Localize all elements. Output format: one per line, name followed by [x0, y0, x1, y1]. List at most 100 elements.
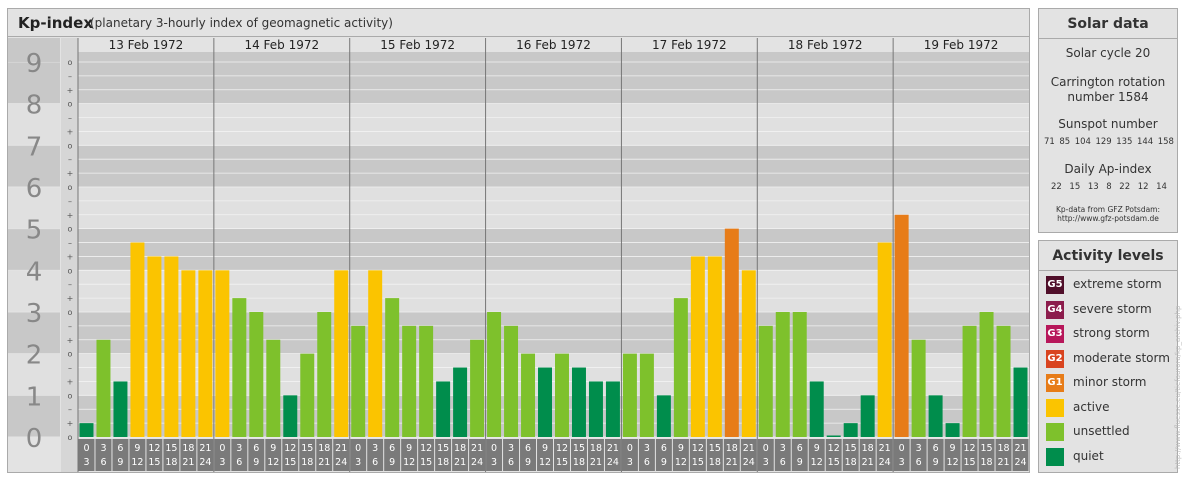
interval-start-label: 21 — [743, 443, 755, 454]
interval-end-label: 21 — [182, 457, 194, 468]
level-item: G1 minor storm — [1046, 373, 1176, 393]
kp-bar — [402, 325, 417, 437]
interval-box — [384, 439, 401, 471]
sunspot-value: 144 — [1136, 137, 1154, 147]
sunspot-values: 71 85 104 129 135 144 158 — [1044, 137, 1174, 147]
kp-bar — [266, 339, 281, 437]
kp-bar — [351, 325, 366, 437]
interval-box — [95, 439, 112, 471]
interval-box — [197, 439, 214, 471]
kp-bar — [690, 256, 705, 437]
y-major-label: 2 — [26, 341, 43, 371]
level-swatch — [1046, 447, 1064, 466]
interval-box — [876, 439, 893, 471]
interval-end-label: 21 — [726, 457, 738, 468]
interval-end-label: 24 — [1014, 457, 1026, 468]
y-band-top — [8, 38, 60, 62]
interval-end-label: 15 — [692, 457, 704, 468]
interval-end-label: 21 — [454, 457, 466, 468]
level-swatch: G4 — [1046, 300, 1064, 319]
source-link[interactable]: http://www.gfz-potsdam.de — [1057, 214, 1159, 223]
kp-bar — [215, 270, 230, 437]
interval-box — [672, 439, 689, 471]
chart-subtitle: (planetary 3-hourly index of geomagnetic… — [90, 16, 393, 30]
band-kp-5 — [78, 186, 1029, 229]
interval-start-label: 0 — [355, 443, 361, 454]
interval-start-label: 18 — [590, 443, 602, 454]
interval-box — [604, 439, 621, 471]
sunspot-value: 129 — [1095, 137, 1112, 147]
sunspot-value: 71 — [1044, 137, 1055, 147]
y-minor-label: o — [68, 225, 73, 234]
band-kp-8 — [78, 61, 1029, 104]
interval-end-label: 15 — [420, 457, 432, 468]
interval-start-label: 21 — [607, 443, 619, 454]
interval-box — [180, 439, 197, 471]
y-band-kp-5 — [8, 187, 60, 229]
interval-end-label: 21 — [318, 457, 330, 468]
interval-box — [893, 439, 910, 471]
interval-box — [978, 439, 995, 471]
kp-bar — [1013, 367, 1028, 437]
interval-start-label: 3 — [780, 443, 786, 454]
interval-box — [265, 439, 282, 471]
interval-start-label: 0 — [219, 443, 225, 454]
interval-box — [486, 439, 503, 471]
interval-start-label: 12 — [828, 443, 840, 454]
interval-box — [163, 439, 180, 471]
interval-box — [350, 439, 367, 471]
interval-box — [537, 439, 553, 471]
interval-end-label: 24 — [471, 457, 483, 468]
vertical-url: http://www.fluesse.eu/tiefaurora/kp_arch… — [1174, 305, 1182, 469]
interval-end-label: 24 — [607, 457, 619, 468]
interval-start-label: 3 — [916, 443, 922, 454]
kp-bar — [911, 339, 926, 437]
kp-bar — [453, 367, 468, 437]
kp-bar — [843, 423, 858, 437]
sunspot-value: 104 — [1074, 137, 1091, 147]
interval-end-label: 6 — [916, 457, 922, 468]
y-band-kp-3 — [8, 270, 60, 312]
y-band-kp-4 — [8, 229, 60, 270]
kp-bar — [792, 311, 807, 437]
kp-bar — [96, 339, 111, 437]
y-band-kp-0 — [8, 395, 60, 437]
solar-data-panel: Solar data Solar cycle 20 Carrington rot… — [1038, 8, 1178, 233]
kp-bar — [130, 242, 145, 437]
interval-start-label: 6 — [525, 443, 531, 454]
ap-value: 12 — [1137, 182, 1149, 192]
interval-box — [995, 439, 1012, 471]
interval-box — [367, 439, 384, 471]
level-item: G3 strong storm — [1046, 324, 1176, 344]
y-minor-label: + — [67, 252, 74, 261]
interval-end-label: 18 — [709, 457, 721, 468]
interval-end-label: 12 — [403, 457, 415, 468]
interval-box — [927, 439, 944, 471]
y-minor-label: – — [68, 155, 72, 164]
interval-box — [689, 439, 706, 471]
interval-box — [231, 439, 248, 471]
activity-levels-panel: Activity levels G5 extreme storm G4 severe … — [1038, 240, 1178, 473]
kp-bar — [894, 214, 909, 437]
interval-start-label: 6 — [389, 443, 395, 454]
interval-end-label: 18 — [301, 457, 313, 468]
interval-box — [435, 439, 452, 471]
interval-end-label: 3 — [763, 457, 769, 468]
day-label: 19 Feb 1972 — [924, 38, 999, 52]
sunspot-value: 158 — [1157, 137, 1174, 147]
interval-box — [503, 439, 520, 471]
interval-end-label: 24 — [335, 457, 347, 468]
interval-end-label: 18 — [845, 457, 857, 468]
level-item: unsettled — [1046, 422, 1176, 442]
kp-bar — [945, 423, 960, 437]
y-minor-label: – — [68, 364, 72, 373]
interval-end-label: 24 — [743, 457, 755, 468]
interval-start-label: 12 — [284, 443, 296, 454]
y-band-kp-8 — [8, 62, 60, 104]
carrington-rotation-number: number 1584 — [1067, 90, 1149, 104]
interval-start-label: 21 — [1014, 443, 1026, 454]
interval-end-label: 12 — [267, 457, 279, 468]
interval-start-label: 18 — [182, 443, 194, 454]
interval-start-label: 18 — [726, 443, 738, 454]
y-major-label: 9 — [26, 49, 43, 79]
